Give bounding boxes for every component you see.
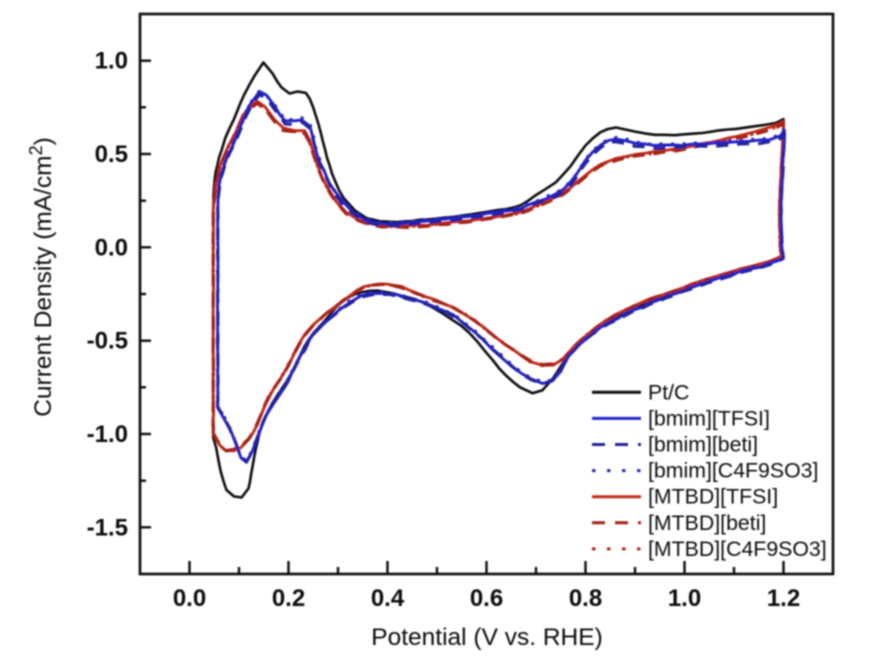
- svg-text:[MTBD][C4F9SO3]: [MTBD][C4F9SO3]: [648, 537, 827, 561]
- svg-text:0.0: 0.0: [95, 234, 128, 261]
- svg-text:0.5: 0.5: [95, 141, 128, 168]
- svg-text:-1.0: -1.0: [87, 421, 128, 448]
- svg-text:Potential (V vs. RHE): Potential (V vs. RHE): [371, 624, 602, 651]
- svg-text:[bmim][C4F9SO3]: [bmim][C4F9SO3]: [648, 459, 818, 483]
- svg-text:1.2: 1.2: [767, 585, 800, 612]
- svg-text:[MTBD][TFSI]: [MTBD][TFSI]: [648, 485, 778, 509]
- svg-text:-1.5: -1.5: [87, 514, 128, 541]
- svg-text:0.2: 0.2: [272, 585, 305, 612]
- svg-text:Current Density (mA/cm2): Current Density (mA/cm2): [26, 137, 57, 417]
- svg-text:-0.5: -0.5: [87, 328, 128, 355]
- svg-text:[bmim][beti]: [bmim][beti]: [648, 433, 758, 457]
- svg-text:1.0: 1.0: [95, 48, 128, 75]
- svg-text:1.0: 1.0: [668, 585, 701, 612]
- svg-text:0.0: 0.0: [173, 585, 206, 612]
- svg-text:0.8: 0.8: [569, 585, 602, 612]
- svg-text:[bmim][TFSI]: [bmim][TFSI]: [648, 406, 770, 430]
- svg-text:0.4: 0.4: [371, 585, 405, 612]
- svg-text:Pt/C: Pt/C: [648, 380, 689, 404]
- svg-text:0.6: 0.6: [470, 585, 503, 612]
- svg-text:[MTBD][beti]: [MTBD][beti]: [648, 511, 766, 535]
